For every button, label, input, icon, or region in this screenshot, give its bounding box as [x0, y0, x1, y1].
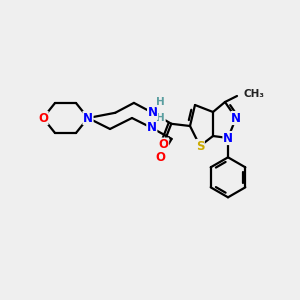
- Text: O: O: [159, 138, 169, 151]
- Text: S: S: [196, 140, 204, 152]
- Text: N: N: [231, 112, 241, 124]
- Text: O: O: [38, 112, 48, 124]
- Text: O: O: [156, 151, 166, 164]
- Text: N: N: [223, 131, 233, 145]
- Text: N: N: [148, 106, 158, 119]
- Text: H: H: [156, 113, 165, 123]
- Text: N: N: [83, 112, 93, 124]
- Text: H: H: [156, 97, 165, 107]
- Text: CH₃: CH₃: [243, 89, 264, 99]
- Text: N: N: [147, 122, 157, 134]
